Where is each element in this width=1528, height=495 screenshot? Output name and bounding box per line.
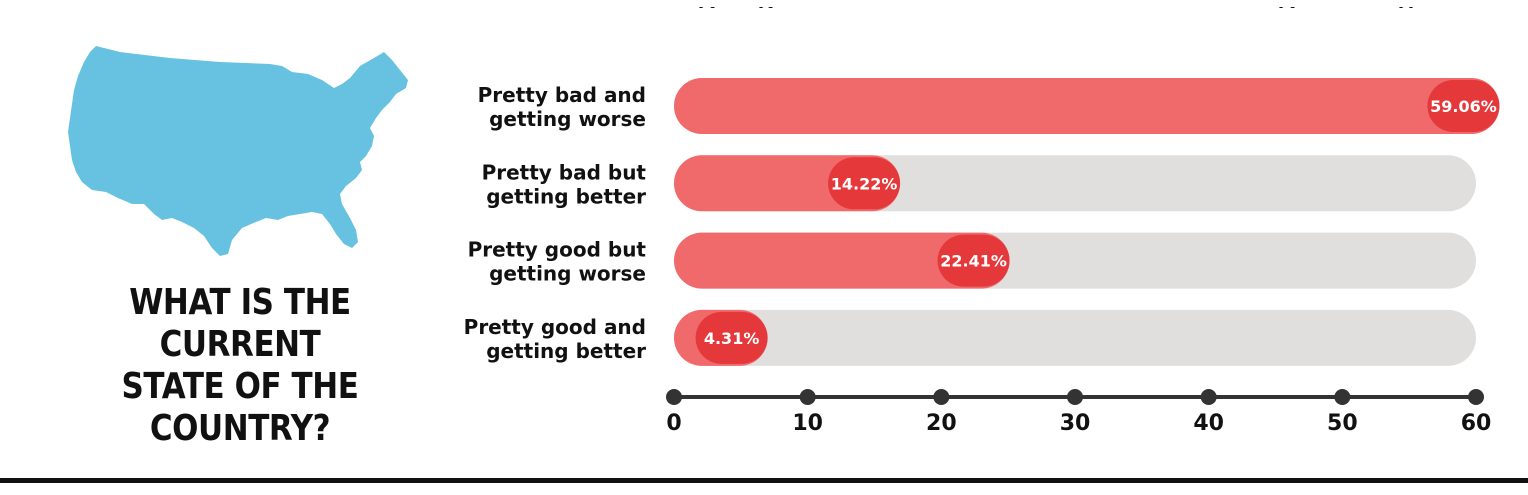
x-tick-label: 10 xyxy=(792,411,823,436)
x-tick-label: 20 xyxy=(926,411,957,436)
value-bubble xyxy=(937,234,1010,287)
value-bubble xyxy=(695,311,768,364)
x-tick-label: 0 xyxy=(666,411,681,436)
bar xyxy=(674,78,1500,134)
title-line-2: STATE OF THE COUNTRY? xyxy=(121,366,359,449)
x-tick-label: 30 xyxy=(1060,411,1091,436)
usa-map-icon xyxy=(68,46,408,256)
data-label: 4.31% xyxy=(704,329,760,348)
value-bubble xyxy=(1427,80,1500,132)
x-tick-dot xyxy=(1468,389,1484,405)
data-label: 14.22% xyxy=(831,174,898,193)
category-label: Pretty good and xyxy=(464,315,646,339)
x-tick-dot xyxy=(1334,389,1351,405)
x-tick-dot xyxy=(799,389,816,405)
usa-map-shape xyxy=(68,46,408,256)
bottom-divider xyxy=(0,478,1528,483)
x-tick-dot xyxy=(1200,389,1217,405)
bar xyxy=(674,232,1010,289)
x-tick-dot xyxy=(1067,389,1083,405)
page-title: WHAT IS THE CURRENT STATE OF THE COUNTRY… xyxy=(59,282,420,450)
category-label: getting better xyxy=(486,184,646,208)
x-tick-label: 60 xyxy=(1461,411,1492,436)
category-label: Pretty bad and xyxy=(478,83,646,107)
data-label: 59.06% xyxy=(1430,97,1497,116)
x-tick-dot xyxy=(666,389,682,405)
category-label: getting worse xyxy=(489,262,646,286)
x-tick-dot xyxy=(933,389,950,405)
x-tick-label: 50 xyxy=(1327,411,1358,436)
title-line-1: WHAT IS THE CURRENT xyxy=(129,282,351,365)
category-label: Pretty good but xyxy=(468,238,647,262)
value-bubble xyxy=(828,157,901,210)
bar-track xyxy=(674,309,1476,366)
data-label: 22.41% xyxy=(940,252,1007,271)
category-label: getting better xyxy=(486,339,646,363)
x-tick-label: 40 xyxy=(1193,411,1224,436)
category-label: getting worse xyxy=(489,107,646,131)
category-label: Pretty bad but xyxy=(482,160,647,184)
